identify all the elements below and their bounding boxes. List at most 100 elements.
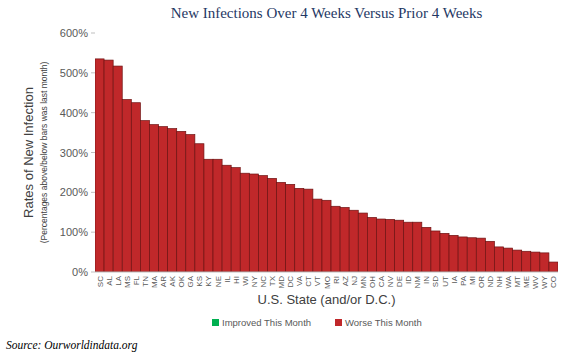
- y-tick: [91, 33, 95, 34]
- bar: [240, 173, 249, 272]
- x-axis-title: U.S. State (and/or D.C.): [258, 292, 396, 307]
- x-tick-label: TX: [268, 275, 277, 286]
- y-tick-label: 500%: [60, 67, 88, 79]
- bar: [531, 252, 540, 272]
- x-tick-label: AZ: [341, 276, 350, 286]
- bar: [440, 233, 449, 272]
- x-tick-label: NE: [214, 276, 223, 287]
- bar: [104, 60, 113, 272]
- legend-label: Improved This Month: [222, 317, 311, 328]
- x-tick-label: OK: [177, 275, 186, 287]
- x-tick-label: AK: [168, 275, 177, 286]
- x-tick-label: MN: [359, 276, 368, 289]
- bar: [249, 174, 258, 272]
- x-tick-label: WY: [540, 275, 549, 289]
- x-tick-label: MI: [468, 276, 477, 285]
- legend-swatch: [212, 319, 219, 326]
- x-tick-label: KS: [195, 276, 204, 287]
- x-tick-label: TN: [141, 276, 150, 287]
- bar: [422, 227, 431, 272]
- x-tick-label: FL: [132, 275, 141, 285]
- bar: [549, 262, 558, 272]
- x-tick-label: NM: [413, 276, 422, 289]
- bar: [295, 188, 304, 272]
- chart: New Infections Over 4 Weeks Versus Prior…: [0, 0, 575, 359]
- x-tick-label: UT: [441, 276, 450, 287]
- bar: [113, 66, 122, 272]
- x-tick-label: OR: [477, 276, 486, 288]
- bar: [149, 125, 158, 272]
- bar: [195, 144, 204, 272]
- bar: [504, 248, 513, 272]
- bar: [277, 182, 286, 272]
- y-tick-label: 600%: [60, 27, 88, 39]
- y-tick: [91, 72, 95, 73]
- x-axis: [95, 272, 558, 273]
- x-tick-label: NJ: [350, 276, 359, 286]
- x-tick-label: SC: [96, 276, 105, 287]
- bar: [331, 206, 340, 272]
- y-axis-note: (Percentages above/below bars was last m…: [39, 62, 49, 244]
- x-tick-label: GA: [186, 275, 195, 287]
- bar: [513, 250, 522, 272]
- bar: [395, 220, 404, 272]
- bar: [540, 253, 549, 272]
- bar: [304, 189, 313, 272]
- x-tick-label: LA: [114, 275, 123, 285]
- bar: [476, 238, 485, 272]
- x-tick-label: MO: [323, 276, 332, 289]
- x-tick-label: CA: [377, 275, 386, 287]
- x-tick-label: CT: [304, 276, 313, 287]
- x-tick-label: MD: [277, 276, 286, 289]
- x-tick-label: NY: [250, 275, 259, 287]
- bar: [204, 159, 213, 272]
- bar: [340, 207, 349, 272]
- x-tick-label: VT: [313, 276, 322, 286]
- bar: [431, 231, 440, 272]
- x-tick-label: SD: [431, 276, 440, 287]
- bar: [95, 59, 104, 272]
- x-tick-label: HI: [232, 276, 241, 284]
- x-tick-label: WA: [504, 275, 513, 288]
- bar: [231, 168, 240, 272]
- bar: [213, 159, 222, 272]
- bar: [222, 165, 231, 272]
- bar: [404, 222, 413, 272]
- x-tick-label: ID: [404, 276, 413, 284]
- bar: [131, 103, 140, 272]
- bar: [522, 251, 531, 272]
- bar: [286, 184, 295, 272]
- y-tick-label: 200%: [60, 186, 88, 198]
- y-tick-label: 400%: [60, 107, 88, 119]
- y-tick: [91, 272, 95, 273]
- legend-swatch: [335, 319, 342, 326]
- x-tick-label: RI: [332, 276, 341, 284]
- y-tick-label: 0%: [72, 266, 88, 278]
- x-tick-label: NH: [495, 276, 504, 288]
- legend-label: Worse This Month: [345, 317, 422, 328]
- x-tick-label: MT: [513, 276, 522, 288]
- x-tick-label: NC: [259, 276, 268, 288]
- x-tick-label: KY: [204, 275, 213, 286]
- bar: [494, 247, 503, 272]
- x-tick-label: DE: [395, 276, 404, 287]
- x-tick-label: MA: [150, 275, 159, 288]
- y-tick: [91, 152, 95, 153]
- x-tick-label: VA: [295, 275, 304, 286]
- x-tick-label: OH: [368, 276, 377, 288]
- bar: [177, 131, 186, 272]
- x-tick-label: IL: [223, 275, 232, 282]
- x-tick-label: WV: [531, 275, 540, 289]
- x-tick-label: PA: [459, 275, 468, 286]
- bar: [122, 100, 131, 272]
- y-tick: [91, 192, 95, 193]
- y-tick-label: 300%: [60, 147, 88, 159]
- x-tick-label: WI: [241, 276, 250, 286]
- bar: [349, 210, 358, 272]
- bar: [467, 238, 476, 272]
- x-tick-label: MS: [123, 276, 132, 288]
- x-tick-label: IN: [422, 276, 431, 284]
- y-tick: [91, 232, 95, 233]
- x-tick-label: IA: [450, 275, 459, 283]
- bar: [258, 176, 267, 272]
